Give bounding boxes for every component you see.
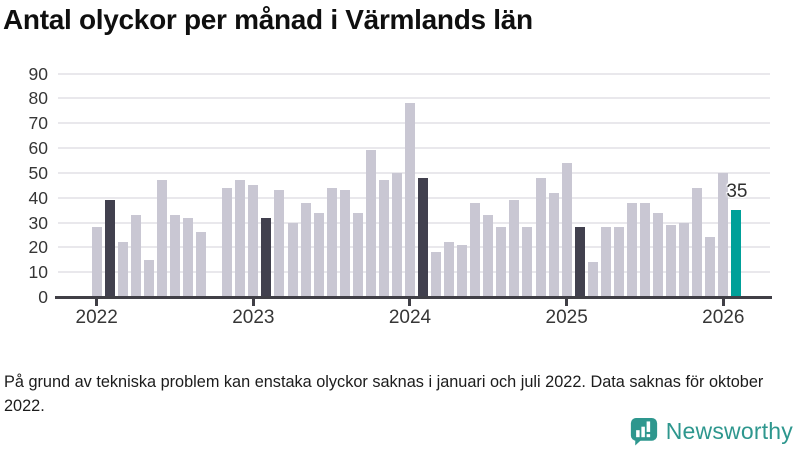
y-axis-tick-label: 40 [28,187,48,208]
bar-chart: 2022 2023 2024 2025 2026 0 10 20 30 40 50 60 70 80 90 3… [28,63,772,328]
bar-value-annotation: 35 [726,181,748,203]
bar [378,180,389,297]
bar [274,190,285,297]
bar [352,212,363,297]
bar [626,202,637,297]
bar [196,232,207,297]
bar [261,217,272,297]
bar [300,202,311,297]
bar [418,177,429,297]
y-axis-tick-label: 90 [28,63,48,84]
bar [287,222,298,297]
bar [509,200,520,297]
bar [535,177,546,297]
x-axis-tick-label: 2022 [75,307,118,328]
y-gridline [58,72,770,75]
bar [91,227,102,297]
bar [718,172,729,297]
bar [679,222,690,297]
newsworthy-logo-text: Newsworthy [665,418,793,444]
bar [639,202,650,297]
bar [600,227,611,297]
bar [222,187,233,297]
bar [522,227,533,297]
newsworthy-speech-bubble-chart-icon [630,417,658,446]
chart-title: Antal olyckor per månad i Värmlands län [3,4,533,35]
x-axis-tick-label: 2023 [232,307,275,328]
bar [365,150,376,297]
bar [561,162,572,297]
bar [104,200,115,297]
x-axis-line [55,295,772,299]
bar [470,202,481,297]
bar [326,187,337,297]
bar [666,224,677,297]
bar [339,190,350,297]
x-axis-tick-label: 2026 [702,307,745,328]
bar [404,103,415,297]
y-axis-tick-label: 10 [28,262,48,283]
bar [574,227,585,297]
newsworthy-logo[interactable]: Newsworthy [630,417,793,446]
y-axis-tick-label: 20 [28,237,48,258]
bar [391,172,402,297]
x-axis-tick-label: 2024 [388,307,432,328]
bar [117,242,128,297]
bar [548,192,559,297]
x-axis-tick [408,298,412,306]
bar [613,227,624,297]
bar [653,212,664,297]
bar [444,242,455,297]
bar [156,180,167,297]
y-axis-tick-label: 0 [38,287,48,307]
chart-footnote: På grund av tekniska problem kan enstaka… [4,373,764,415]
bar [170,215,181,297]
y-gridline [58,97,770,100]
x-axis-tick [95,298,99,306]
bar [183,217,194,297]
bar [143,259,154,297]
x-axis-tick-label: 2025 [545,307,588,328]
bar [705,237,716,297]
bar [587,262,598,297]
bar [248,185,259,297]
bar [731,210,742,297]
bar [130,215,141,297]
x-axis-tick [721,298,725,306]
bar [235,180,246,297]
y-axis-tick-label: 50 [28,162,48,183]
y-axis-tick-label: 60 [28,138,48,158]
y-axis-tick-label: 80 [28,88,48,109]
bar [431,252,442,297]
bar [483,215,494,297]
bar [692,187,703,297]
x-axis-tick [251,298,255,306]
x-axis-tick [565,298,569,306]
bar [313,212,324,297]
bar [496,227,507,297]
y-axis-tick-label: 70 [28,113,48,134]
y-axis-tick-label: 30 [28,212,48,233]
bar [457,244,468,297]
